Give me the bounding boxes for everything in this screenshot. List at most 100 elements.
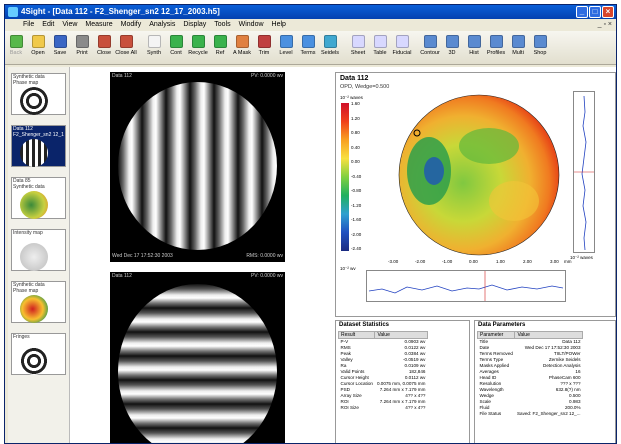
menu-help[interactable]: Help bbox=[271, 21, 286, 28]
maximize-button[interactable]: □ bbox=[589, 6, 601, 18]
table-row[interactable]: Date Wed Dec 17 17:52:30 2003 bbox=[478, 345, 583, 351]
table-row[interactable]: Title Data 112 bbox=[478, 339, 583, 346]
toolbar-trim-button[interactable]: Trim bbox=[253, 31, 275, 65]
title-bar[interactable]: 4Sight - [Data 112 - F2_Shenger_sn2 12_1… bbox=[5, 5, 616, 19]
column-header[interactable]: Result bbox=[337, 331, 376, 339]
row-value: 0.0384 wv bbox=[404, 351, 426, 356]
column-header[interactable]: Value bbox=[514, 331, 584, 339]
y-profile-plot[interactable] bbox=[573, 91, 595, 253]
table-row[interactable]: Fluid 200.0% bbox=[478, 405, 583, 411]
toolbar-cont-button[interactable]: Cont bbox=[165, 31, 187, 65]
menu-edit[interactable]: Edit bbox=[42, 21, 55, 28]
data-parameters-panel[interactable]: Data Parameters Parameter Value Title Dat… bbox=[474, 320, 616, 443]
menu-file[interactable]: File bbox=[23, 21, 35, 28]
table-row[interactable]: File Status Saved: F2_Shenger_sn2 12_... bbox=[478, 411, 583, 417]
menu-modify[interactable]: Modify bbox=[120, 21, 142, 28]
fringe-panel-top[interactable]: Data 112 PV: 0.0000 wv Wed Dec 17 17:52:… bbox=[110, 72, 285, 262]
table-row[interactable]: P-V 0.0903 wv bbox=[339, 339, 428, 346]
table-row[interactable]: Terms Removed TIILT/POWer bbox=[478, 351, 583, 357]
shop-icon bbox=[533, 35, 547, 48]
minimize-button[interactable]: _ bbox=[576, 6, 588, 18]
menu-analysis[interactable]: Analysis bbox=[149, 21, 176, 28]
map-x-unit: mm bbox=[564, 259, 572, 264]
thumbnail-item[interactable]: Data 112 F2_Shenger_sn2 12_1 bbox=[11, 125, 66, 167]
toolbar-open-button[interactable]: Open bbox=[27, 31, 49, 65]
colorbar-tick-label: -1.20 bbox=[351, 202, 362, 208]
row-value: TIILT/POWer bbox=[553, 351, 581, 356]
thumbnail-item[interactable]: Data 85 Synthetic data bbox=[11, 177, 66, 219]
table-row[interactable]: Terms Type Zernike Seidels bbox=[478, 357, 583, 363]
column-header[interactable]: Parameter bbox=[476, 331, 516, 339]
menu-measure[interactable]: Measure bbox=[85, 21, 113, 28]
toolbar-multi-button[interactable]: Multi bbox=[507, 31, 529, 65]
toolbar-ref-button[interactable]: Ref bbox=[209, 31, 231, 65]
toolbar-seidels-button[interactable]: Seidels bbox=[319, 31, 341, 65]
profiles-icon bbox=[489, 35, 503, 48]
table-row[interactable]: Valid Points 182,846 bbox=[339, 369, 428, 375]
table-row[interactable]: RMS 0.0122 wv bbox=[339, 345, 428, 351]
table-row[interactable]: Wedge 0.500 bbox=[478, 393, 583, 399]
x-profile-unit: 10⁻² wv bbox=[340, 266, 356, 271]
table-row[interactable]: Cursor Location 0.0075 mm, 0.0075 mm bbox=[339, 381, 428, 387]
toolbar-sheet-button[interactable]: Sheet bbox=[347, 31, 369, 65]
thumbnail-item[interactable]: Synthetic data Phase map bbox=[11, 281, 66, 323]
menu-bar: File Edit View Measure Modify Analysis Display… bbox=[5, 19, 616, 31]
column-header[interactable]: Value bbox=[374, 331, 428, 339]
toolbar-close-all-button[interactable]: Close All bbox=[115, 31, 137, 65]
row-label: Resolution bbox=[479, 381, 502, 386]
fringe-panel-bottom[interactable]: Data 112 PV: 0.0000 wv bbox=[110, 272, 285, 443]
toolbar-level-button[interactable]: Level bbox=[275, 31, 297, 65]
table-row[interactable]: Peak 0.0384 wv bbox=[339, 351, 428, 357]
table-row[interactable]: Ra 0.0109 wv bbox=[339, 363, 428, 369]
toolbar-profiles-button[interactable]: Profiles bbox=[485, 31, 507, 65]
menu-view[interactable]: View bbox=[62, 21, 78, 28]
colorbar-tick-label: 0.00 bbox=[351, 159, 360, 164]
table-row[interactable]: ROI 7.264 mm x 7.179 mm bbox=[339, 399, 428, 405]
table-row[interactable]: Valley -0.0519 wv bbox=[339, 357, 428, 363]
table-row[interactable]: Scale 0.983 bbox=[478, 399, 583, 405]
row-label: Title bbox=[479, 339, 489, 344]
table-row[interactable]: Wavelength 632.8(?) nm bbox=[478, 387, 583, 393]
dataset-statistics-panel[interactable]: Dataset Statistics Result Value P-V 0.090… bbox=[335, 320, 470, 443]
row-value: 200.0% bbox=[564, 405, 581, 410]
toolbar-table-button[interactable]: Table bbox=[369, 31, 391, 65]
cursor-marker[interactable] bbox=[413, 129, 421, 137]
toolbar-a-mask-button[interactable]: A Mask bbox=[231, 31, 253, 65]
toolbar-recycle-button[interactable]: Recycle bbox=[187, 31, 209, 65]
opd-map-panel[interactable]: Data 112 OPD, Wedge=0.500 10⁻² waves 1.6… bbox=[335, 72, 616, 317]
thumbnail-item[interactable]: Intensity map bbox=[11, 229, 66, 271]
table-row[interactable]: PSD 7.264 mm x 7.179 mm bbox=[339, 387, 428, 393]
toolbar-contour-button[interactable]: Contour bbox=[419, 31, 441, 65]
toolbar-fiducial-button[interactable]: Fiducial bbox=[391, 31, 413, 65]
toolbar-print-button[interactable]: Print bbox=[71, 31, 93, 65]
menu-display[interactable]: Display bbox=[183, 21, 207, 28]
row-value: 632.8(?) nm bbox=[555, 387, 581, 392]
table-row[interactable]: Head ID PhaseCam 600 bbox=[478, 375, 583, 381]
row-label: Terms Type bbox=[479, 357, 504, 362]
toolbar-back-button[interactable]: Back bbox=[5, 31, 27, 65]
table-row[interactable]: Masks Applied Detection Analysis bbox=[478, 363, 583, 369]
thumbnail-item[interactable]: Synthetic data Phase map bbox=[11, 73, 66, 115]
toolbar-synth-button[interactable]: Synth bbox=[143, 31, 165, 65]
mdi-window-controls[interactable]: _ ▫ × bbox=[597, 21, 612, 28]
row-label: PSD bbox=[340, 387, 350, 392]
table-row[interactable]: Resolution ??? x ??? bbox=[478, 381, 583, 387]
toolbar-hist-button[interactable]: Hist bbox=[463, 31, 485, 65]
app-icon bbox=[8, 7, 18, 17]
toolbar-save-button[interactable]: Save bbox=[49, 31, 71, 65]
table-row[interactable]: Averages 16 bbox=[478, 369, 583, 375]
table-row[interactable]: ROI Size 4?? x 4?? bbox=[339, 405, 428, 411]
toolbar-terms-button[interactable]: Terms bbox=[297, 31, 319, 65]
toolbar-close-button[interactable]: Close bbox=[93, 31, 115, 65]
x-profile-plot[interactable] bbox=[366, 270, 566, 302]
toolbar-shop-button[interactable]: Shop bbox=[529, 31, 551, 65]
thumbnail-item[interactable]: Fringes bbox=[11, 333, 66, 375]
menu-window[interactable]: Window bbox=[238, 21, 264, 28]
toolbar-3d-button[interactable]: 3D bbox=[441, 31, 463, 65]
table-row[interactable]: Cursor Height 0.0112 wv bbox=[339, 375, 428, 381]
table-row[interactable]: Array Size 4?? x 4?? bbox=[339, 393, 428, 399]
row-label: Valid Points bbox=[340, 369, 365, 374]
opd-contour-map[interactable] bbox=[394, 91, 564, 259]
close-button[interactable]: × bbox=[602, 6, 614, 18]
menu-tools[interactable]: Tools bbox=[214, 21, 231, 28]
